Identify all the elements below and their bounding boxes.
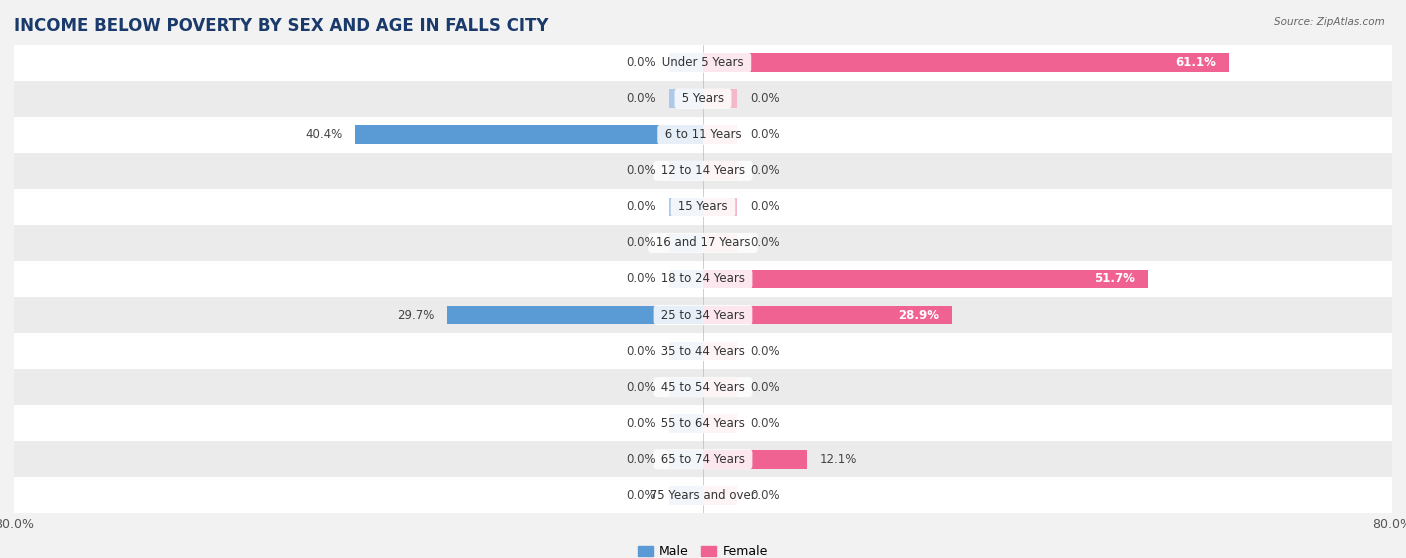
Text: 65 to 74 Years: 65 to 74 Years: [657, 453, 749, 466]
Text: 0.0%: 0.0%: [751, 345, 780, 358]
Bar: [14, 333, 1392, 369]
Bar: [703, 270, 1149, 288]
Bar: [14, 405, 1392, 441]
Bar: [14, 189, 1392, 225]
Text: 0.0%: 0.0%: [626, 489, 655, 502]
Bar: [14, 477, 1392, 513]
Bar: [703, 161, 738, 180]
Text: 40.4%: 40.4%: [305, 128, 342, 141]
Bar: [703, 341, 738, 360]
Bar: [14, 117, 1392, 153]
Bar: [669, 161, 703, 180]
Text: 29.7%: 29.7%: [396, 309, 434, 321]
Bar: [447, 306, 703, 324]
Bar: [703, 198, 738, 217]
Bar: [14, 225, 1392, 261]
Text: 55 to 64 Years: 55 to 64 Years: [657, 417, 749, 430]
Bar: [703, 234, 738, 252]
Bar: [703, 89, 738, 108]
Text: 28.9%: 28.9%: [898, 309, 939, 321]
Text: 0.0%: 0.0%: [751, 128, 780, 141]
Bar: [703, 126, 738, 144]
Text: 0.0%: 0.0%: [751, 92, 780, 105]
Text: 75 Years and over: 75 Years and over: [647, 489, 759, 502]
Text: 0.0%: 0.0%: [626, 381, 655, 393]
Bar: [669, 341, 703, 360]
Text: 15 Years: 15 Years: [675, 200, 731, 213]
Bar: [14, 81, 1392, 117]
Text: 0.0%: 0.0%: [626, 417, 655, 430]
Text: 0.0%: 0.0%: [751, 381, 780, 393]
Bar: [669, 378, 703, 397]
Bar: [14, 369, 1392, 405]
Text: 0.0%: 0.0%: [751, 417, 780, 430]
Bar: [14, 441, 1392, 477]
Text: 0.0%: 0.0%: [626, 92, 655, 105]
Bar: [703, 450, 807, 469]
Legend: Male, Female: Male, Female: [633, 540, 773, 558]
Bar: [669, 234, 703, 252]
Text: 0.0%: 0.0%: [751, 237, 780, 249]
Text: 18 to 24 Years: 18 to 24 Years: [657, 272, 749, 286]
Text: 0.0%: 0.0%: [626, 453, 655, 466]
Text: 51.7%: 51.7%: [1094, 272, 1135, 286]
Bar: [703, 54, 1229, 72]
Text: 12.1%: 12.1%: [820, 453, 858, 466]
Text: 0.0%: 0.0%: [626, 272, 655, 286]
Text: 0.0%: 0.0%: [626, 345, 655, 358]
Bar: [669, 270, 703, 288]
Text: 5 Years: 5 Years: [678, 92, 728, 105]
Text: 6 to 11 Years: 6 to 11 Years: [661, 128, 745, 141]
Text: 0.0%: 0.0%: [751, 165, 780, 177]
Text: 0.0%: 0.0%: [751, 489, 780, 502]
Bar: [669, 54, 703, 72]
Text: 0.0%: 0.0%: [626, 237, 655, 249]
Text: 45 to 54 Years: 45 to 54 Years: [657, 381, 749, 393]
Text: 61.1%: 61.1%: [1175, 56, 1216, 69]
Text: 25 to 34 Years: 25 to 34 Years: [657, 309, 749, 321]
Bar: [14, 297, 1392, 333]
Bar: [669, 450, 703, 469]
Bar: [703, 414, 738, 432]
Text: 16 and 17 Years: 16 and 17 Years: [652, 237, 754, 249]
Bar: [703, 378, 738, 397]
Text: 12 to 14 Years: 12 to 14 Years: [657, 165, 749, 177]
Text: Under 5 Years: Under 5 Years: [658, 56, 748, 69]
Bar: [14, 153, 1392, 189]
Bar: [669, 89, 703, 108]
Bar: [703, 306, 952, 324]
Bar: [669, 198, 703, 217]
Bar: [669, 414, 703, 432]
Bar: [669, 486, 703, 504]
Text: 0.0%: 0.0%: [626, 165, 655, 177]
Bar: [703, 486, 738, 504]
Text: 0.0%: 0.0%: [751, 200, 780, 213]
Text: INCOME BELOW POVERTY BY SEX AND AGE IN FALLS CITY: INCOME BELOW POVERTY BY SEX AND AGE IN F…: [14, 17, 548, 35]
Text: 35 to 44 Years: 35 to 44 Years: [657, 345, 749, 358]
Bar: [14, 45, 1392, 81]
Text: 0.0%: 0.0%: [626, 200, 655, 213]
Text: Source: ZipAtlas.com: Source: ZipAtlas.com: [1274, 17, 1385, 27]
Text: 0.0%: 0.0%: [626, 56, 655, 69]
Bar: [356, 126, 703, 144]
Bar: [14, 261, 1392, 297]
